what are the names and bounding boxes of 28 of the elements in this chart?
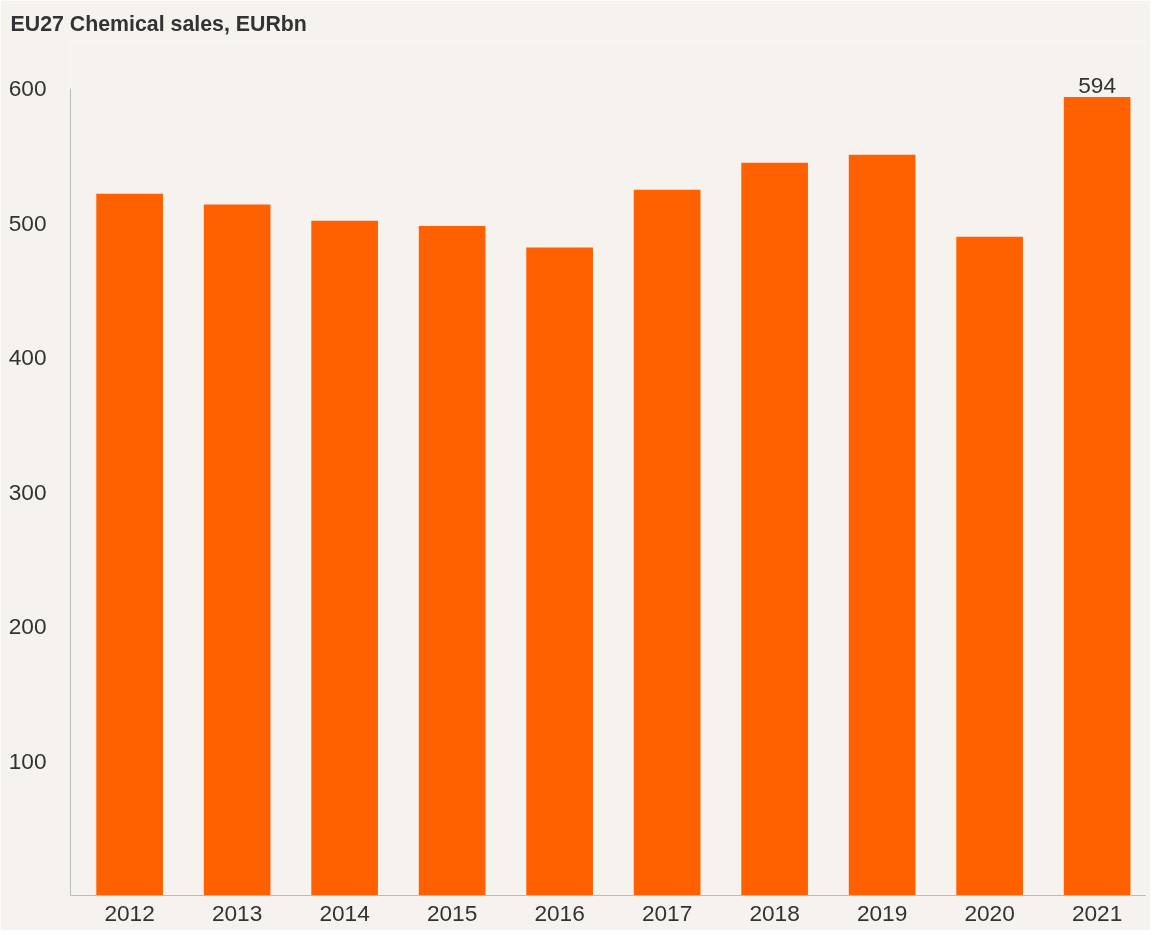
x-tick-label: 2016 xyxy=(534,899,585,926)
bar xyxy=(96,193,163,896)
bar xyxy=(1063,96,1131,896)
bar xyxy=(741,162,808,896)
y-tick-label: 500 xyxy=(8,209,47,236)
bar xyxy=(203,204,271,896)
bar xyxy=(848,154,916,896)
y-tick-label: 600 xyxy=(8,75,47,102)
bar xyxy=(418,226,486,896)
y-tick-label: 400 xyxy=(8,344,47,371)
y-tick-label: 100 xyxy=(8,747,47,774)
data-label: 594 xyxy=(1078,71,1117,98)
x-tick-label: 2020 xyxy=(964,899,1015,926)
x-tick-label: 2018 xyxy=(749,899,800,926)
bar xyxy=(311,220,378,896)
chart-title: EU27 Chemical sales, EURbn xyxy=(10,11,307,36)
y-tick-label: 300 xyxy=(8,478,47,505)
bar xyxy=(526,247,593,896)
x-tick-label: 2013 xyxy=(211,899,263,926)
bar xyxy=(956,236,1023,896)
bar xyxy=(633,189,701,896)
x-tick-label: 2015 xyxy=(426,899,478,926)
x-tick-label: 2019 xyxy=(856,899,908,926)
x-tick-label: 2017 xyxy=(641,899,693,926)
x-tick-label: 2014 xyxy=(319,899,370,926)
x-tick-label: 2012 xyxy=(104,899,155,926)
y-tick-label: 200 xyxy=(8,613,47,640)
x-tick-label: 2021 xyxy=(1071,899,1123,926)
